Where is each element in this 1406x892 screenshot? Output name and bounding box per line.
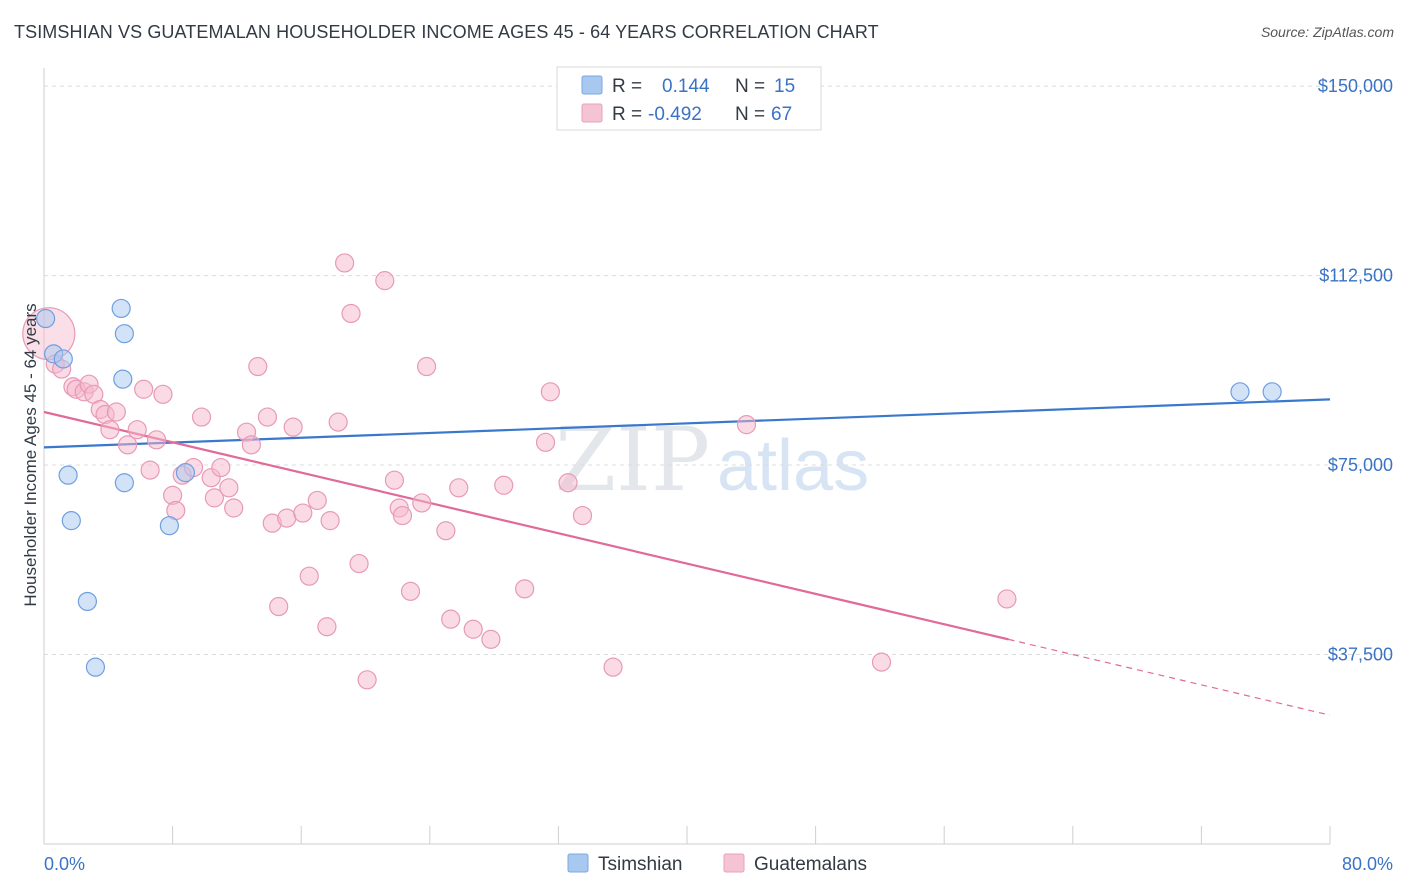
guatemalans-point [997,589,1017,609]
axes [43,68,1331,845]
guatemalans-point [392,505,413,526]
x-tick-label: 0.0% [44,854,85,874]
guatemalans-point [357,670,377,690]
legend-r-label: R = [612,76,642,97]
legend-r-value: -0.492 [648,104,702,125]
tsimshian-point [1262,382,1282,402]
guatemalans-point [463,619,483,639]
guatemalans-point [211,457,231,478]
guatemalans-point [320,511,340,531]
guatemalans-point [871,652,892,672]
guatemalans-point [375,271,395,291]
legend-n-label: N = [735,76,765,97]
y-axis-title: Householder Income Ages 45 - 64 years [21,303,40,606]
tsimshian-point [61,511,81,531]
guatemalans-point [224,498,244,518]
watermark-atlas: atlas [717,426,869,506]
legend-r-label: R = [612,104,642,125]
guatemalans-point [436,521,456,541]
guatemalans-point [127,420,147,440]
guatemalans-point [269,596,289,617]
guatemalans-point [283,417,303,437]
guatemalans-point [384,470,405,490]
guatemalans-point [106,402,126,422]
guatemalans-point [299,566,319,586]
guatemalans-point [400,581,421,601]
guatemalans-point [277,508,297,528]
series-legend: Tsimshian Guatemalans [567,853,867,875]
tsimshian-point [113,369,133,389]
x-tick-label: 80.0% [1342,854,1393,874]
guatemalans-point [736,415,757,435]
guatemalans-point [241,435,261,455]
tsimshian-point [175,463,196,483]
guatemalans-point [100,420,120,440]
legend-swatch-guatemalans [581,103,603,123]
guatemalans-point [335,253,355,273]
bottom-legend-label-tsimshian: Tsimshian [598,854,682,875]
guatemalans-point [535,432,556,452]
guatemalans-point [412,493,432,513]
correlation-legend: R = 0.144 N = 15 R = -0.492 N = 67 [556,66,822,131]
guatemalans-point [494,475,514,495]
legend-r-value: 0.144 [662,76,710,97]
tsimshian-point [114,473,134,493]
guatemalans-point [540,382,560,402]
guatemalans-point [140,460,160,480]
tsimshian-point [159,516,179,536]
y-tick-label: $75,000 [1328,455,1393,475]
guatemalans-point [293,503,313,523]
legend-n-label: N = [735,104,765,125]
guatemalans-point [257,407,278,427]
tick-labels: $37,500 $75,000 $112,500 $150,000 0.0% 80.0% [44,76,1393,874]
legend-swatch-tsimshian [581,75,603,95]
guatemalans-point [341,303,361,324]
bottom-legend-label-guatemalans: Guatemalans [754,854,867,875]
guatemalans-point [117,435,138,455]
guatemalans-point [248,356,268,377]
guatemalans-point [349,553,369,574]
guatemalans-point [449,478,469,498]
guatemalans-point [328,412,348,432]
guatemalans-trend-line [43,410,1009,641]
guatemalans-point [603,657,623,677]
chart-title: TSIMSHIAN VS GUATEMALAN HOUSEHOLDER INCO… [14,22,879,42]
guatemalans-point [317,617,337,637]
guatemalans-point [146,430,167,450]
tsimshian-point [85,657,106,677]
guatemalans-point [219,478,239,498]
tsimshian-point [36,308,56,329]
guatemalans-point [515,579,535,599]
y-tick-label: $150,000 [1318,76,1393,96]
tsimshian-point [58,465,78,485]
tsimshian-point [77,591,98,612]
guatemalans-point [441,609,461,629]
guatemalans-point [307,490,327,511]
guatemalans-point [204,488,224,508]
guatemalans-point [416,356,437,377]
y-tick-label: $37,500 [1328,645,1393,665]
legend-n-value: 67 [771,104,792,125]
bottom-legend-swatch-tsimshian [567,853,589,873]
y-tick-label: $112,500 [1319,266,1393,286]
bottom-legend-swatch-guatemalans [723,853,745,873]
tsimshian-point [114,324,134,344]
tsimshian-point [111,298,131,319]
guatemalans-trend-extension [1008,638,1331,716]
guatemalans-point [558,473,578,493]
tsimshian-point [1230,382,1250,402]
guatemalans-point [134,379,154,399]
source-label: Source: ZipAtlas.com [1260,24,1394,40]
guatemalans-point [481,629,501,649]
guatemalans-point [153,384,173,404]
legend-n-value: 15 [774,76,795,97]
guatemalans-point [572,505,593,526]
tsimshian-point [53,349,73,369]
gridlines [44,85,1394,656]
data-points [22,253,1282,690]
guatemalans-point [191,407,212,427]
